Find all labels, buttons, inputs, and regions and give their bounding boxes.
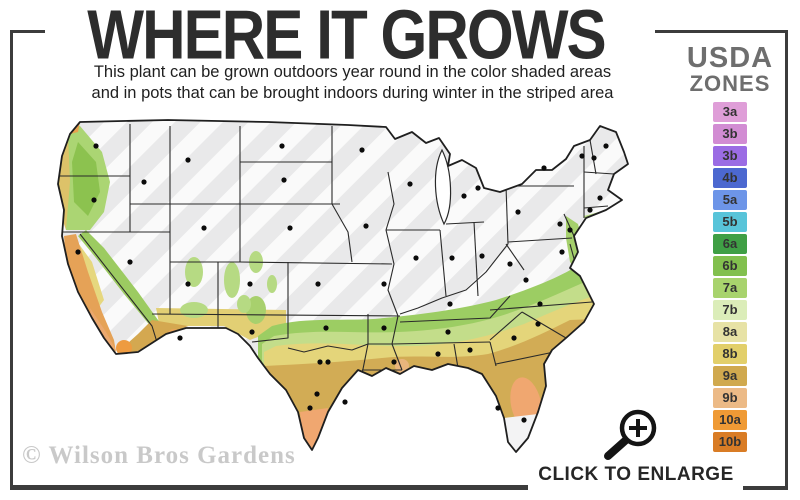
legend-zone-3b: 3b — [713, 146, 747, 166]
magnifier-icon[interactable] — [600, 406, 662, 464]
legend-zone-3b: 3b — [713, 124, 747, 144]
legend-zone-9a: 9a — [713, 366, 747, 386]
legend-zone-6a: 6a — [713, 234, 747, 254]
frame-top-right — [655, 30, 788, 33]
frame-top-left — [10, 30, 45, 33]
lake-michigan — [434, 148, 452, 226]
legend-zone-8a: 8a — [713, 322, 747, 342]
legend-title: USDA ZONES — [668, 44, 792, 95]
subtitle-line-2: and in pots that can be brought indoors … — [91, 83, 614, 102]
legend-zone-3a: 3a — [713, 102, 747, 122]
legend-title-usda: USDA — [686, 42, 774, 74]
page-title: WHERE IT GROWS — [87, 0, 606, 75]
legend-zone-7b: 7b — [713, 300, 747, 320]
frame-bottom-right — [743, 486, 788, 490]
legend-zone-10a: 10a — [713, 410, 747, 430]
frame-bottom — [10, 485, 528, 490]
frame-left — [10, 30, 13, 490]
usda-zone-map-svg — [57, 119, 629, 453]
subtitle-line-1: This plant can be grown outdoors year ro… — [93, 63, 612, 81]
zone-shade-mountain-patches — [185, 251, 277, 313]
legend-title-zones: ZONES — [689, 71, 771, 96]
zone-shade-california — [64, 230, 168, 352]
click-to-enlarge-button[interactable]: CLICK TO ENLARGE — [538, 464, 734, 485]
legend-zone-9b: 9b — [713, 388, 747, 408]
us-outline — [57, 119, 629, 453]
legend-zone-4b: 4b — [713, 168, 747, 188]
legend-zone-10b: 10b — [713, 432, 747, 452]
legend-zone-6b: 6b — [713, 256, 747, 276]
frame-right — [785, 30, 788, 490]
city-dots — [75, 143, 609, 423]
legend-items: 3a 3b 3b 4b 5a 5b 6a 6b 7a 7b 8a 8b 9a 9b 10a 10b — [713, 102, 747, 454]
usda-zone-map[interactable] — [18, 112, 663, 469]
legend-zone-5b: 5b — [713, 212, 747, 232]
subtitle: This plant can be grown outdoors year ro… — [40, 62, 665, 103]
watermark: © Wilson Bros Gardens — [22, 442, 296, 469]
legend-zone-7a: 7a — [713, 278, 747, 298]
legend-zone-8b: 8b — [713, 344, 747, 364]
legend-zone-5a: 5a — [713, 190, 747, 210]
